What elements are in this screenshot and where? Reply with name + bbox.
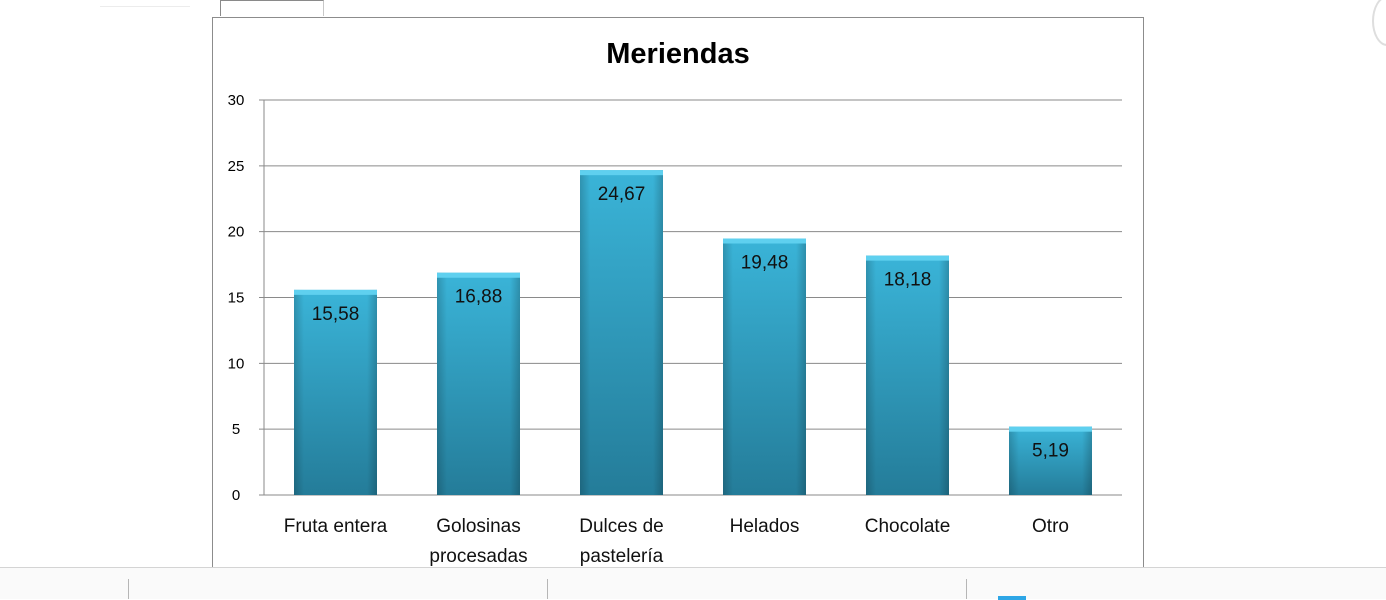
bar-shade	[1009, 426, 1092, 495]
bottom-toolbar	[0, 567, 1386, 600]
bar-shade	[437, 272, 520, 495]
toolbar-separator	[128, 579, 129, 599]
x-category-label: procesadas	[429, 546, 527, 567]
bar-top-bevel	[437, 272, 520, 278]
bar-group	[294, 289, 377, 495]
bar-top-bevel	[1009, 426, 1092, 432]
bar-group	[866, 255, 949, 495]
y-tick-label: 10	[228, 355, 245, 372]
scroll-edge-decoration	[1372, 0, 1386, 46]
x-category-label: Golosinas	[436, 516, 521, 537]
y-tick-label: 20	[228, 224, 245, 241]
bar-group	[723, 238, 806, 495]
y-tick-label: 25	[228, 158, 245, 175]
toolbar-icon[interactable]	[998, 596, 1026, 600]
bar-group	[580, 170, 663, 495]
y-tick-label: 5	[232, 421, 240, 438]
x-category-label: Helados	[730, 516, 800, 537]
data-label: 15,58	[312, 304, 360, 325]
x-category-label: pastelería	[580, 546, 664, 567]
y-tick-label: 30	[228, 92, 245, 109]
chart-title: Meriendas	[606, 38, 750, 70]
y-tick-label: 0	[232, 487, 240, 504]
x-category-label: Fruta entera	[284, 516, 388, 537]
bar-group	[437, 272, 520, 495]
top-shadow-strip	[100, 0, 190, 7]
data-label: 24,67	[598, 184, 646, 205]
data-label: 16,88	[455, 287, 503, 308]
toolbar-separator	[966, 579, 967, 599]
toolbar-separator	[547, 579, 548, 599]
x-category-label: Chocolate	[865, 516, 951, 537]
bar-shade	[294, 289, 377, 495]
x-category-label: Dulces de	[579, 516, 664, 537]
bar-shade	[723, 238, 806, 495]
bar-top-bevel	[723, 238, 806, 244]
x-category-label: Otro	[1032, 516, 1069, 537]
data-label: 19,48	[741, 253, 789, 274]
bar-chart-plot: 0 5 10 15 20 25 30 15,58 Fruta entera 16,88 Golosi…	[228, 92, 1122, 567]
y-tick-label: 15	[228, 290, 245, 307]
data-label: 5,19	[1032, 441, 1069, 462]
data-label: 18,18	[884, 270, 932, 291]
bar-top-bevel	[866, 255, 949, 261]
bar-shade	[866, 255, 949, 495]
bar-shade	[580, 170, 663, 495]
bar-top-bevel	[294, 289, 377, 295]
top-tab	[220, 0, 324, 16]
chart-container[interactable]: Meriendas 0 5 10 15 20 25 30 15,58 Fruta entera 1…	[212, 17, 1144, 577]
bar-top-bevel	[580, 170, 663, 176]
bar-group	[1009, 426, 1092, 495]
